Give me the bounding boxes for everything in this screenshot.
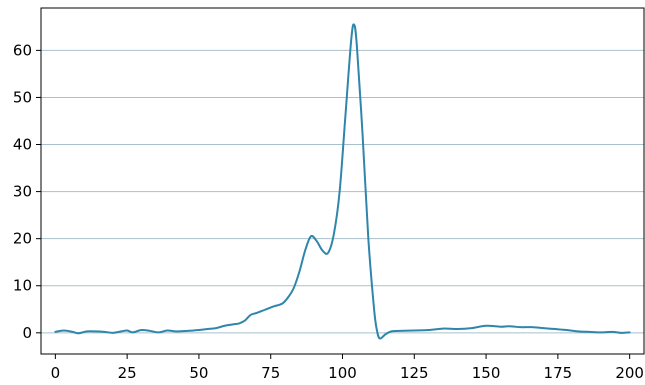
y-tick-label: 0 [22,324,32,342]
y-tick-label: 30 [13,183,32,201]
y-tick-label: 10 [13,277,32,295]
y-gridlines [41,49,644,334]
y-tick-label: 60 [13,41,32,59]
x-tick-label: 175 [544,364,573,382]
axes [40,7,645,355]
y-axis-ticks: 0 10 20 30 40 50 60 [13,41,41,342]
x-tick-label: 50 [189,364,208,382]
x-tick-label: 150 [472,364,501,382]
x-tick-label: 100 [328,364,357,382]
y-tick-label: 50 [13,88,32,106]
x-tick-label: 25 [118,364,137,382]
y-tick-label: 40 [13,136,32,154]
series-line-0 [54,23,631,340]
series-layer [54,23,631,340]
x-axis-ticks: 0 25 50 75 100 125 150 175 200 [51,354,644,382]
plot-frame [40,7,645,355]
x-tick-label: 125 [400,364,429,382]
x-tick-label: 0 [51,364,61,382]
y-tick-label: 20 [13,230,32,248]
x-tick-label: 200 [615,364,644,382]
x-tick-label: 75 [261,364,280,382]
